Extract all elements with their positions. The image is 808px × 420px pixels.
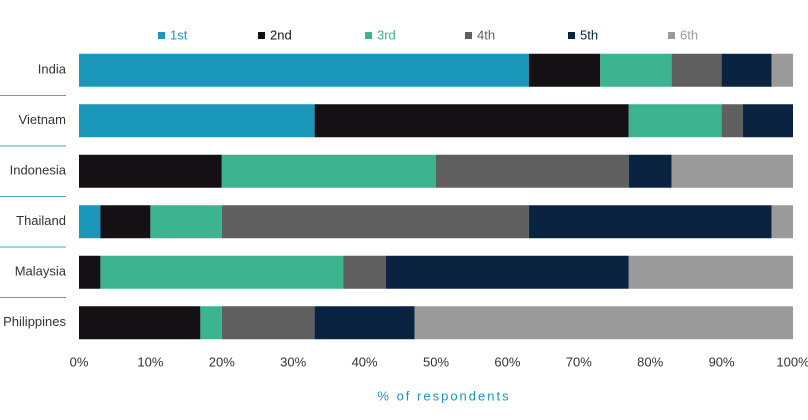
bar-segment: [628, 255, 793, 289]
x-tick-label: 70%: [566, 354, 592, 369]
legend-swatch: [568, 32, 575, 39]
x-tick-label: 20%: [209, 354, 235, 369]
legend-label: 5th: [580, 27, 598, 42]
legend-swatch: [668, 32, 675, 39]
bar-segment: [100, 205, 151, 239]
legend-label: 3rd: [377, 27, 396, 42]
bar-segment: [79, 205, 101, 239]
bar-segment: [314, 306, 415, 340]
bar-segment: [436, 154, 629, 188]
legend-label: 1st: [170, 27, 188, 42]
bar-segment: [600, 53, 672, 87]
x-tick-label: 90%: [709, 354, 735, 369]
bar-segment: [314, 104, 629, 138]
bar-segment: [221, 154, 436, 188]
bar-segment: [671, 53, 722, 87]
bar-segment: [528, 53, 601, 87]
bar-segment: [150, 205, 222, 239]
x-tick-label: 30%: [280, 354, 306, 369]
bar-segment: [221, 306, 315, 340]
y-tick-label: Thailand: [16, 213, 66, 228]
bar-segment: [79, 104, 315, 138]
bar-segment: [671, 154, 793, 188]
x-tick-label: 10%: [137, 354, 163, 369]
legend-swatch: [465, 32, 472, 39]
legend-label: 4th: [477, 27, 495, 42]
x-axis-label: % of respondents: [377, 388, 510, 403]
x-tick-label: 40%: [352, 354, 378, 369]
x-tick-label: 100%: [776, 354, 808, 369]
x-tick-label: 50%: [423, 354, 449, 369]
bar-segment: [79, 306, 201, 340]
x-tick-label: 0%: [70, 354, 89, 369]
x-tick-label: 80%: [637, 354, 663, 369]
bar-segment: [79, 53, 529, 87]
bar-segment: [79, 255, 101, 289]
bar-segment: [386, 255, 629, 289]
legend-label: 6th: [680, 27, 698, 42]
bar-segment: [771, 53, 793, 87]
bar-segment: [628, 154, 672, 188]
y-tick-label: Vietnam: [19, 112, 66, 127]
legend-label: 2nd: [270, 27, 292, 42]
bar-segment: [100, 255, 344, 289]
legend-swatch: [365, 32, 372, 39]
bar-segment: [721, 53, 772, 87]
y-tick-label: Malaysia: [15, 264, 67, 279]
bar-segment: [721, 104, 744, 138]
bar-segment: [414, 306, 793, 340]
legend-swatch: [258, 32, 265, 39]
bar-segment: [221, 205, 529, 239]
legend-swatch: [158, 32, 165, 39]
bar-segment: [343, 255, 387, 289]
bar-segment: [200, 306, 222, 340]
y-tick-label: Philippines: [3, 314, 66, 329]
bar-segment: [771, 205, 793, 239]
y-tick-label: India: [38, 62, 67, 77]
bar-segment: [528, 205, 772, 239]
x-tick-label: 60%: [494, 354, 520, 369]
bar-segment: [743, 104, 793, 138]
bar-segment: [79, 154, 222, 188]
y-tick-label: Indonesia: [10, 163, 67, 178]
bar-segment: [628, 104, 722, 138]
